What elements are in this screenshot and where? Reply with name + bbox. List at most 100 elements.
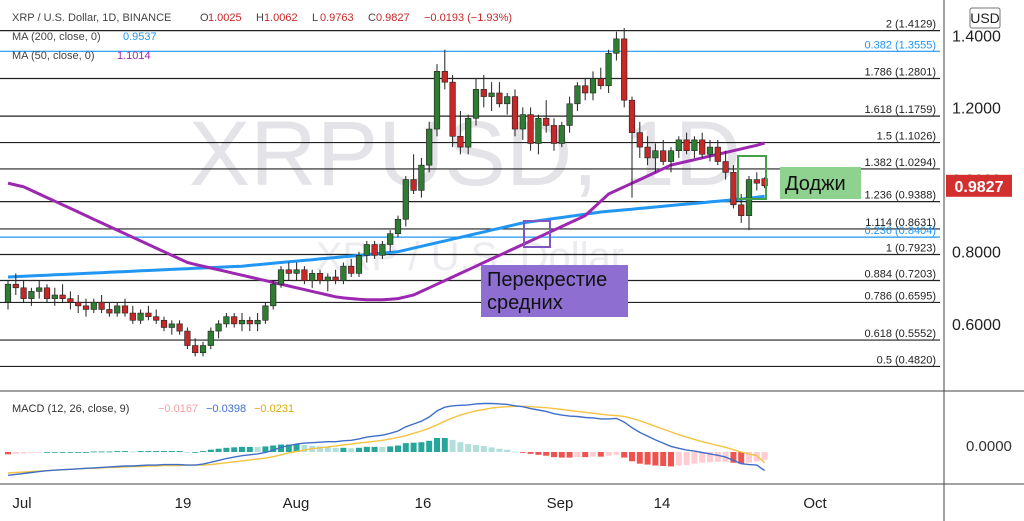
macd-hist-bar-59 [465,444,472,452]
ma50-path [7,141,766,302]
candle-59 [465,114,472,155]
macd-hist-bar-81 [636,452,643,464]
candle-body-44 [348,265,355,274]
macd-value-hist: −0.0167 [158,403,198,415]
header-legend: XRP / U.S. Dollar, 1D, BINANCE O 1.0025 H 1… [12,12,512,62]
fib-label-2: 1.786 (1.2801) [864,67,936,79]
macd-hist-bar-2 [20,452,27,454]
candle-body-26 [207,330,214,346]
fib-label-5: 1.382 (1.0294) [864,157,936,169]
macd-hist-bar-21 [168,451,175,452]
fib-label-7: 1.114 (0.8631) [865,217,936,229]
candle-body-53 [418,164,425,191]
ma200-line [7,194,765,279]
candle-37 [293,262,300,281]
candle-body-92 [722,161,729,173]
macd-hist-bar-36 [285,444,292,452]
macd-hist-bar-27 [215,448,222,452]
candle-35 [277,266,285,288]
macd-hist-bar-44 [348,448,355,452]
candle-25 [199,341,207,357]
candle-body-8 [67,298,74,303]
macd-hist-bar-80 [629,452,635,462]
candle-76 [597,67,604,90]
candle-15 [121,298,129,317]
fib-label-8: 0.236 (0.8404) [864,225,936,237]
macd-hist-bar-33 [262,446,269,452]
candle-86 [675,136,682,158]
candle-96 [753,172,760,191]
macd-hist-bar-55 [434,438,440,452]
candle-44 [348,258,355,277]
candle-body-30 [238,319,246,325]
candle-60 [472,78,480,126]
ma-cross-label-bg [481,265,628,317]
candle-10 [82,298,90,317]
x-tick-0: Jul [12,495,31,512]
candle-95 [745,175,753,231]
candle-body-65 [511,96,519,130]
x-tick-3: 16 [415,495,432,512]
macd-hist-bar-84 [660,452,667,466]
candle-body-42 [332,276,339,281]
macd-hist-bar-26 [207,449,214,452]
candle-73 [574,82,581,112]
macd-hist-bar-88 [691,452,698,464]
candle-28 [223,313,230,328]
doji-box [737,155,767,200]
macd-hist-bar-41 [324,446,331,452]
fib-label-13: 0.5 (0.4820) [877,354,936,366]
macd-value-macd: −0.0398 [206,403,246,415]
candle-30 [238,313,246,332]
macd-hist-bar-70 [551,452,557,458]
x-tick-4: Sep [547,495,574,512]
candle-body-51 [402,179,409,220]
macd-hist-bar-45 [356,447,362,452]
candle-body-76 [597,78,604,87]
candle-body-1 [12,283,19,289]
candle-body-72 [566,103,573,126]
candle-body-77 [605,52,612,87]
currency-badge-label: USD [970,10,1000,26]
candles [4,28,768,357]
candle-body-33 [262,305,269,321]
candle-21 [168,320,175,335]
x-tick-1: 19 [175,495,192,512]
macd-hist-bar-54 [426,440,433,452]
last-price-badge [946,174,1012,197]
candle-body-71 [558,125,565,144]
candle-body-88 [691,139,698,152]
macd-line [7,402,766,476]
candle-body-79 [621,38,628,101]
candle-body-20 [160,319,168,328]
candle-17 [137,309,144,324]
macd-hist-bar-93 [730,452,737,463]
macd-hist-bar-42 [332,447,339,452]
currency-badge[interactable] [969,7,1001,29]
candle-body-54 [426,128,433,166]
candle-body-60 [472,89,480,119]
candle-42 [332,269,339,285]
y-tick-4: 0.6000 [952,317,1001,334]
ohlc-value-c: 0.9827 [376,12,410,24]
ohlc-value-o: 1.0025 [208,12,242,24]
macd-hist-bar-19 [153,451,160,452]
candle-body-89 [699,139,706,155]
candle-body-43 [340,265,347,281]
candle-body-73 [574,85,581,105]
candle-body-94 [738,204,745,216]
ohlc-key-c: C [368,12,376,24]
macd-hist-bar-86 [675,452,682,466]
candle-1 [12,273,19,296]
candle-body-7 [59,294,66,299]
candle-51 [402,175,409,227]
macd-hist-bar-90 [707,452,713,463]
macd-hist-bar-85 [668,452,674,467]
candle-body-36 [285,269,292,274]
candle-31 [246,316,253,332]
fib-label-11: 0.786 (0.6595) [864,290,936,302]
candle-body-55 [433,71,441,130]
macd-hist-bar-34 [270,445,277,452]
candle-body-4 [36,287,43,292]
fib-label-4: 1.5 (1.1026) [877,131,936,143]
